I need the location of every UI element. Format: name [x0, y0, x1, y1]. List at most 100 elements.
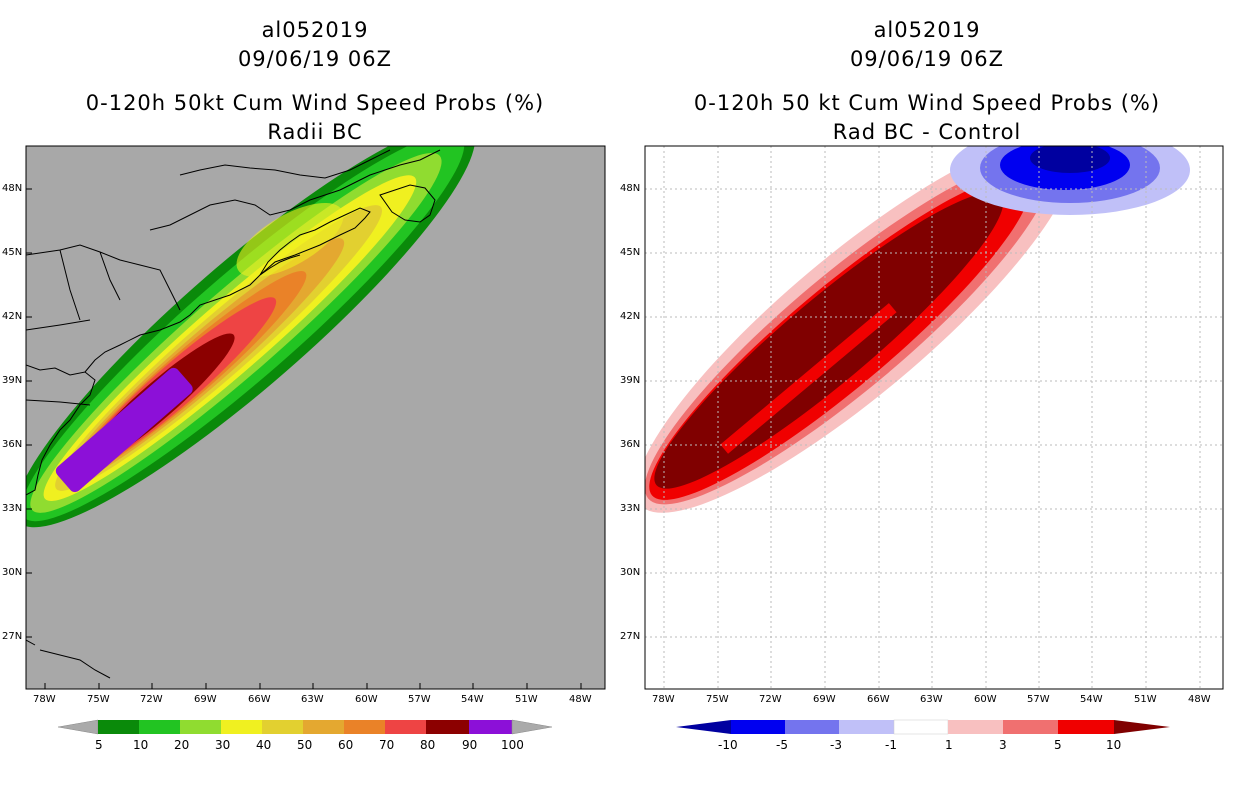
right-grid: [645, 146, 1223, 689]
lon-label: 78W: [33, 694, 56, 705]
lat-label: 33N: [620, 503, 641, 514]
lat-label: 48N: [2, 183, 23, 194]
lat-label: 36N: [620, 439, 641, 450]
colorbar-swatch: [180, 720, 221, 734]
colorbar-low-arrow: [57, 719, 99, 735]
colorbar-label: 40: [256, 738, 272, 752]
lat-label: 48N: [620, 183, 641, 194]
colorbar-swatch: [303, 720, 344, 734]
lon-label: 72W: [759, 694, 782, 705]
lon-label: 63W: [920, 694, 943, 705]
left-storm-id: al052019: [261, 18, 369, 42]
colorbar-label: 5: [1054, 738, 1062, 752]
colorbar-label: 5: [95, 738, 103, 752]
colorbar-label: 3: [999, 738, 1007, 752]
diff-neg-10: [1030, 146, 1110, 173]
right-title: 0-120h 50 kt Cum Wind Speed Probs (%): [693, 91, 1161, 115]
colorbar-label: 1: [945, 738, 953, 752]
colorbar-low-arrow: [676, 720, 731, 734]
left-map-background: [26, 146, 605, 689]
right-subtitle: Rad BC - Control: [832, 120, 1022, 144]
lon-label: 69W: [194, 694, 217, 705]
colorbar-label: 70: [379, 738, 395, 752]
prob-70-contour: [78, 297, 277, 471]
diff-neg-5: [1000, 146, 1130, 190]
colorbar-label: 10: [133, 738, 149, 752]
colorbar-label: 10: [1106, 738, 1122, 752]
lon-label: 57W: [1027, 694, 1050, 705]
left-canada-shore: [149, 149, 441, 231]
diff-1-contour: [645, 146, 1075, 513]
lon-label: 66W: [248, 694, 271, 705]
diff-5-contour: [649, 175, 1031, 500]
lat-label: 27N: [2, 631, 23, 642]
colorbar-label: 20: [174, 738, 190, 752]
colorbar-label: -1: [885, 738, 897, 752]
colorbar-swatch: [1003, 720, 1058, 734]
left-probability-swath: [26, 146, 476, 528]
prob-40-contour: [55, 205, 383, 491]
colorbar-swatch: [426, 720, 469, 734]
lon-label: 51W: [515, 694, 538, 705]
prob-50-contour: [62, 238, 345, 485]
prob-20-contour: [30, 152, 442, 513]
colorbar-swatch: [262, 720, 303, 734]
lon-label: 54W: [461, 694, 484, 705]
diff-10-contour: [654, 192, 1004, 489]
left-state-lines: [26, 244, 181, 406]
lat-label: 30N: [620, 567, 641, 578]
colorbar-swatch: [221, 720, 262, 734]
lat-label: 33N: [2, 503, 23, 514]
lon-label: 69W: [813, 694, 836, 705]
left-subtitle: Radii BC: [267, 120, 363, 144]
right-storm-id: al052019: [873, 18, 981, 42]
lon-label: 48W: [569, 694, 592, 705]
prob-30-contour: [43, 175, 417, 502]
lat-label: 36N: [2, 439, 23, 450]
lon-label: 60W: [974, 694, 997, 705]
colorbar-label: 30: [215, 738, 231, 752]
lat-label: 42N: [620, 311, 641, 322]
prob-80-contour: [81, 333, 235, 468]
right-date: 09/06/19 06Z: [849, 47, 1005, 71]
colorbar-label: 50: [297, 738, 313, 752]
lon-label: 66W: [867, 694, 890, 705]
left-nova-scotia: [259, 207, 371, 276]
lat-label: 45N: [620, 247, 641, 258]
colorbar-swatch: [839, 720, 894, 734]
lon-label: 63W: [301, 694, 324, 705]
lon-label: 57W: [408, 694, 431, 705]
left-coastline: [26, 364, 96, 496]
lon-label: 75W: [706, 694, 729, 705]
lon-label: 72W: [140, 694, 163, 705]
colorbar-swatch: [1058, 720, 1114, 734]
right-difference-field: [645, 146, 1190, 513]
colorbar-swatch: [469, 720, 512, 734]
lon-label: 48W: [1188, 694, 1211, 705]
lat-label: 42N: [2, 311, 23, 322]
left-newfoundland: [379, 184, 436, 223]
prob-10-contour: [26, 146, 465, 522]
left-coastline-north: [84, 254, 301, 373]
lat-label: 30N: [2, 567, 23, 578]
lat-label: 45N: [2, 247, 23, 258]
left-date: 09/06/19 06Z: [237, 47, 393, 71]
colorbar-swatch: [948, 720, 1003, 734]
colorbar-swatch: [98, 720, 139, 734]
lon-label: 78W: [652, 694, 675, 705]
colorbar-label: 100: [501, 738, 524, 752]
colorbar-swatch: [139, 720, 180, 734]
lon-label: 51W: [1134, 694, 1157, 705]
colorbar-label: -10: [718, 738, 738, 752]
right-map-background: [645, 146, 1223, 689]
colorbar-swatch: [385, 720, 426, 734]
colorbar-swatch: [893, 719, 949, 735]
colorbar-swatch: [731, 720, 785, 734]
prob-5-contour: [26, 146, 476, 528]
colorbar-label: 90: [462, 738, 478, 752]
colorbar-swatch: [344, 720, 385, 734]
lat-label: 39N: [620, 375, 641, 386]
colorbar-high-arrow: [511, 719, 553, 735]
colorbar-label: -5: [776, 738, 788, 752]
diff-3-contour: [645, 158, 1050, 505]
